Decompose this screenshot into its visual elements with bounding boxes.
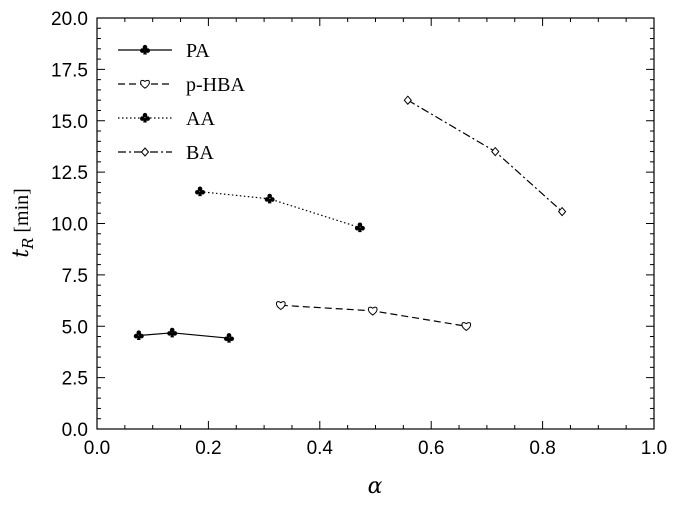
data-point (224, 333, 235, 343)
y-tick-label: 10.0 (51, 215, 88, 236)
legend-label: PA (186, 40, 210, 62)
y-tick-label: 12.5 (51, 163, 88, 184)
data-point (354, 222, 365, 233)
y-tick-label: 7.5 (62, 266, 88, 287)
y-axis-label-main: t (9, 249, 34, 258)
legend-label: p-HBA (186, 74, 245, 96)
x-tick-label: 0.2 (195, 438, 221, 459)
legend: PA p-HBA AA BA (118, 40, 245, 164)
tick-labels: 0.0 0.2 0.4 0.6 0.8 1.0 0.0 2.5 5.0 7.5 10.0 12.5 15… (51, 9, 667, 459)
series-ba (403, 95, 567, 217)
legend-label: BA (186, 142, 214, 164)
y-tick-label: 20.0 (51, 9, 88, 30)
series-pa (133, 327, 235, 343)
legend-label: AA (186, 108, 215, 130)
legend-marker (140, 79, 150, 89)
data-point (403, 95, 412, 105)
data-point (461, 322, 472, 332)
y-axis-label-unit: [min] (11, 188, 33, 237)
legend-entry-pa: PA (118, 40, 210, 62)
legend-marker (140, 112, 150, 123)
plot-frame (96, 17, 655, 430)
data-point (367, 306, 378, 316)
x-axis-label: α (368, 474, 383, 499)
data-point (133, 330, 144, 340)
y-axis-label-sub: R (19, 238, 37, 250)
data-point (167, 327, 178, 338)
x-tick-label: 0.4 (307, 438, 334, 459)
legend-marker (140, 44, 150, 55)
series-layer (133, 95, 567, 343)
data-point (264, 193, 275, 204)
series-line-ba (407, 99, 563, 213)
y-tick-label: 0.0 (62, 420, 88, 441)
y-tick-label: 2.5 (62, 369, 88, 390)
series-aa (195, 186, 365, 233)
series-p-hba (275, 301, 472, 332)
data-point (195, 186, 206, 197)
y-tick-label: 5.0 (62, 317, 88, 338)
data-point (275, 301, 286, 311)
x-tick-label: 0.6 (418, 438, 444, 459)
legend-entry-aa: AA (118, 108, 215, 130)
x-tick-label: 1.0 (641, 438, 667, 459)
x-tick-label: 0.8 (529, 438, 555, 459)
data-point (557, 206, 567, 217)
series-line-pa (138, 332, 230, 339)
legend-marker (140, 147, 150, 157)
y-tick-label: 17.5 (51, 60, 88, 81)
data-point (491, 146, 500, 157)
legend-entry-ba: BA (118, 142, 214, 164)
series-line-aa (199, 191, 361, 229)
y-axis-label: tR [min] (9, 188, 37, 258)
y-tick-label: 15.0 (51, 112, 88, 133)
x-tick-label: 0.0 (84, 438, 110, 459)
legend-entry-p-hba: p-HBA (118, 74, 245, 96)
ticks (96, 17, 655, 430)
